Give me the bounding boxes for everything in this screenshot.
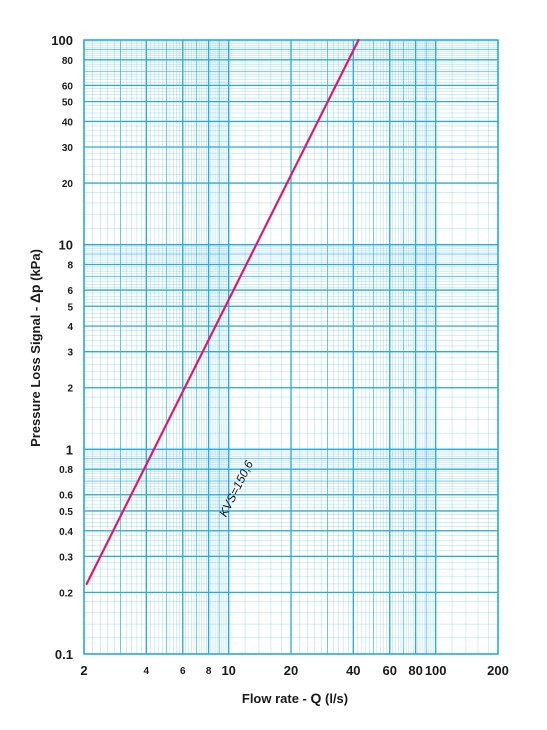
y-tick-label: 100 (51, 33, 73, 48)
y-tick-label: 40 (62, 117, 74, 128)
y-tick-label: 0.5 (59, 507, 73, 518)
x-axis-title: Flow rate - Q (l/s) (242, 690, 348, 706)
y-tick-label: 20 (62, 179, 74, 190)
y-tick-label: 6 (67, 286, 73, 297)
kvs-curve (85, 38, 360, 586)
x-axis-title-variable: Q (311, 690, 322, 706)
y-tick-label: 4 (67, 322, 73, 333)
y-tick-label: 0.2 (59, 588, 73, 599)
y-tick-label: 3 (67, 348, 73, 359)
x-tick-label: 80 (408, 663, 422, 678)
x-tick-label: 6 (180, 666, 186, 677)
y-tick-label: 10 (59, 238, 73, 253)
plot-frame (83, 39, 499, 655)
x-tick-label: 2 (80, 663, 87, 678)
x-tick-label: 10 (221, 663, 235, 678)
x-axis-title-unit: (l/s) (321, 691, 348, 706)
x-tick-labels: 2 4 6 8 10 20 40 60 80 100 200 (80, 663, 508, 678)
y-tick-label: 50 (62, 98, 74, 109)
y-axis-title-main: Pressure Loss Signal - (28, 303, 43, 447)
x-tick-label: 60 (383, 663, 397, 678)
y-tick-label: 0.1 (55, 647, 73, 662)
y-axis-title-variable: Δp (27, 285, 43, 304)
y-tick-label: 30 (62, 143, 74, 154)
y-tick-label: 2 (67, 384, 73, 395)
y-tick-label: 60 (62, 81, 74, 92)
y-tick-label: 0.4 (59, 527, 73, 538)
x-tick-label: 100 (425, 663, 447, 678)
y-tick-labels: 100 80 60 50 40 30 20 10 8 6 5 4 3 2 1 0.8 0.6 0.5 0.4 0.3 0… (51, 33, 73, 662)
y-tick-label: 1 (66, 442, 73, 457)
y-tick-label: 80 (62, 56, 74, 67)
y-axis-title-unit: (kPa) (28, 249, 43, 284)
x-tick-label: 8 (206, 666, 212, 677)
x-tick-label: 40 (346, 663, 360, 678)
y-tick-label: 8 (67, 261, 73, 272)
y-axis-title: Pressure Loss Signal - Δp (kPa) (27, 249, 43, 447)
y-tick-label: 0.6 (59, 491, 73, 502)
y-tick-label: 0.3 (59, 552, 73, 563)
x-tick-label: 20 (284, 663, 298, 678)
y-tick-label: 0.8 (59, 465, 73, 476)
x-axis-title-main: Flow rate - (242, 691, 311, 706)
x-tick-label: 4 (144, 666, 150, 677)
major-grid (83, 39, 499, 655)
x-tick-label: 200 (487, 663, 509, 678)
y-tick-label: 5 (67, 302, 73, 313)
